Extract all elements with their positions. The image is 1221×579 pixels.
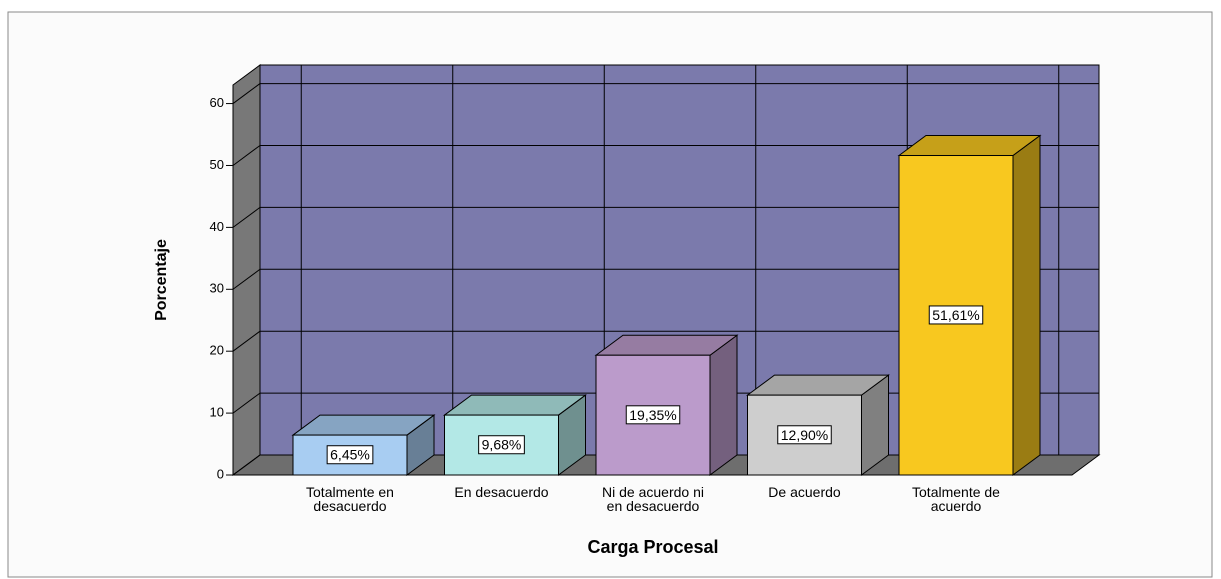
y-tick-label: 0 bbox=[217, 466, 224, 481]
y-tick-label: 30 bbox=[210, 281, 224, 296]
value-label: 9,68% bbox=[482, 437, 522, 453]
value-label: 6,45% bbox=[330, 447, 370, 463]
value-label-box bbox=[625, 405, 681, 425]
side-grid-line bbox=[232, 145, 261, 166]
y-tick-label: 60 bbox=[210, 95, 224, 110]
y-tick-label: 20 bbox=[210, 343, 224, 358]
value-label-box bbox=[928, 305, 984, 325]
y-tick-label: 40 bbox=[210, 219, 224, 234]
x-axis-title: Carga Procesal bbox=[587, 537, 718, 557]
x-tick-label: Totalmente de acuerdo bbox=[912, 484, 1000, 514]
value-label-box bbox=[326, 445, 374, 465]
plot-area: 0 10 20 30 40 50 60 6,45% 9,68% 19,35% 12,90% 51,61… bbox=[210, 64, 1101, 481]
side-grid-line bbox=[232, 268, 261, 290]
value-label: 51,61% bbox=[932, 307, 979, 323]
value-label: 12,90% bbox=[781, 427, 828, 443]
x-tick-label: Totalmente en desacuerdo bbox=[306, 484, 394, 514]
y-axis-title: Porcentaje bbox=[153, 239, 170, 321]
x-tick-label: Ni de acuerdo ni en desacuerdo bbox=[602, 484, 704, 514]
y-tick-label: 10 bbox=[210, 405, 224, 420]
side-grid-line bbox=[232, 454, 261, 476]
value-label: 19,35% bbox=[629, 407, 676, 423]
bar-side bbox=[1012, 134, 1041, 476]
value-label-box bbox=[777, 425, 832, 445]
side-grid-line bbox=[232, 392, 261, 414]
x-tick-label: De acuerdo bbox=[768, 484, 841, 500]
y-tick-label: 50 bbox=[210, 157, 224, 172]
side-wall bbox=[232, 64, 261, 476]
side-grid-line bbox=[232, 206, 261, 228]
bar-side bbox=[709, 334, 738, 476]
x-tick-label: En desacuerdo bbox=[454, 484, 549, 500]
value-label-box bbox=[478, 435, 525, 455]
side-grid-line bbox=[232, 330, 261, 352]
bar bbox=[595, 354, 711, 476]
side-grid-line bbox=[232, 83, 261, 104]
